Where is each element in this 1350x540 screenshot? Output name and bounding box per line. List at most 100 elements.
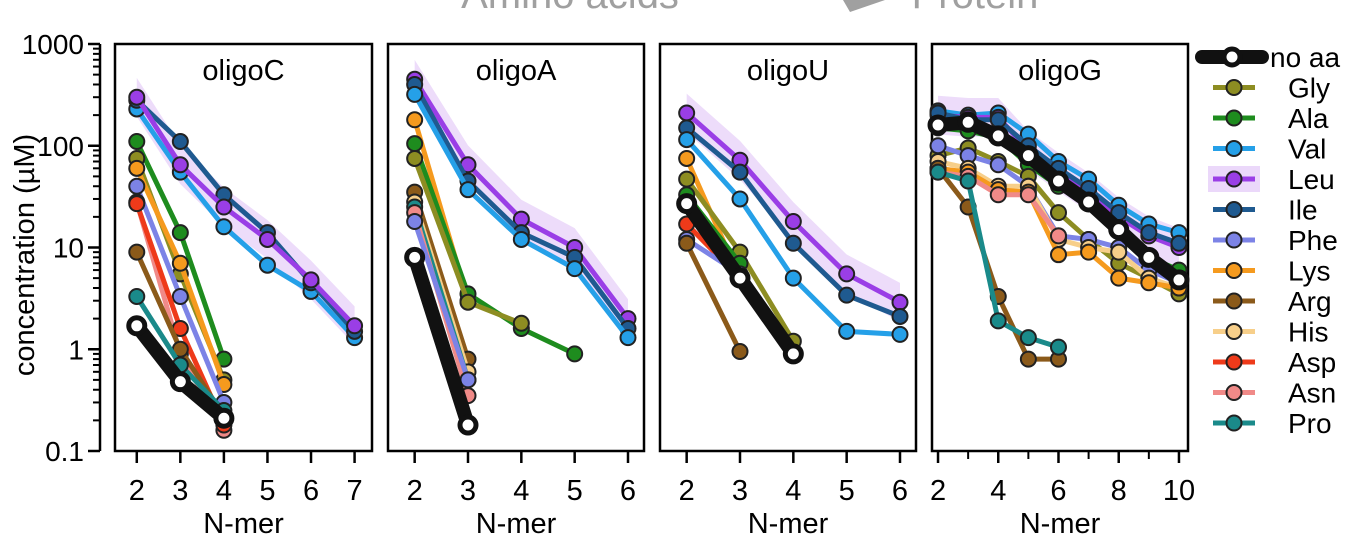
y-axis-label: concentration (µM) bbox=[9, 134, 41, 376]
panel-oligoG: oligoG 2 4 6 8 10 N-mer bbox=[927, 42, 1195, 540]
data-point bbox=[1019, 329, 1037, 347]
data-point bbox=[1140, 274, 1158, 292]
data-point bbox=[1168, 269, 1190, 291]
data-point bbox=[782, 343, 804, 365]
data-point bbox=[891, 293, 909, 311]
legend-item-arg: Arg bbox=[1213, 286, 1332, 317]
data-point bbox=[171, 224, 189, 242]
data-point bbox=[784, 213, 802, 231]
series-pro bbox=[929, 163, 1067, 356]
legend-item-lys: Lys bbox=[1213, 256, 1331, 287]
x-tick-label: 8 bbox=[1111, 475, 1127, 507]
data-point bbox=[1140, 224, 1158, 242]
panel-frame bbox=[113, 42, 374, 453]
series-val bbox=[406, 85, 637, 347]
data-point bbox=[959, 172, 977, 190]
data-point bbox=[731, 343, 749, 361]
legend-marker bbox=[1225, 414, 1243, 432]
x-tick-label: 4 bbox=[990, 475, 1006, 507]
data-point bbox=[838, 322, 856, 340]
legend-marker bbox=[1225, 79, 1243, 96]
legend-marker bbox=[1225, 384, 1243, 401]
data-point bbox=[169, 371, 191, 393]
legend-marker bbox=[1225, 292, 1243, 310]
series-line bbox=[407, 250, 475, 433]
data-point bbox=[989, 111, 1007, 129]
legend-label: Ala bbox=[1288, 103, 1329, 134]
legend: no aaGlyAlaValLeuIlePheLysArgHisAspAsnPr… bbox=[1195, 42, 1340, 439]
x-tick-label: 7 bbox=[347, 475, 363, 507]
legend-label: His bbox=[1288, 317, 1328, 348]
data-point bbox=[215, 218, 233, 236]
data-point bbox=[171, 287, 189, 305]
data-point bbox=[457, 414, 479, 436]
series-no-aa bbox=[676, 193, 804, 365]
legend-label: Ile bbox=[1288, 195, 1318, 226]
x-tick-label: 5 bbox=[567, 475, 583, 507]
data-point bbox=[1049, 246, 1067, 264]
legend-label: Gly bbox=[1288, 73, 1330, 104]
legend-label: Asn bbox=[1288, 378, 1336, 409]
y-tick-label: 1 bbox=[68, 334, 84, 365]
x-tick-label: 10 bbox=[1163, 475, 1195, 507]
legend-item-leu: Leu bbox=[1208, 164, 1335, 195]
legend-item-val: Val bbox=[1213, 134, 1326, 165]
series-no-aa bbox=[126, 315, 235, 429]
x-tick-label: 3 bbox=[172, 475, 188, 507]
data-point bbox=[731, 163, 749, 181]
legend-label: no aa bbox=[1270, 42, 1340, 73]
series-line bbox=[412, 189, 471, 362]
panel-title: oligoA bbox=[476, 55, 557, 87]
x-tick-label: 4 bbox=[785, 475, 801, 507]
data-point bbox=[678, 131, 696, 149]
data-point bbox=[1110, 243, 1128, 261]
data-point bbox=[566, 260, 584, 278]
legend-label: Arg bbox=[1288, 286, 1332, 317]
data-point bbox=[838, 286, 856, 304]
data-point bbox=[1049, 227, 1067, 245]
data-point bbox=[891, 307, 909, 325]
data-point bbox=[929, 163, 947, 181]
data-point bbox=[1049, 204, 1067, 222]
header-amino-acids-text: Amino acids bbox=[461, 0, 679, 17]
data-point bbox=[213, 407, 235, 429]
data-point bbox=[676, 193, 698, 215]
y-tick-label: 100 bbox=[37, 131, 84, 162]
panel-frame bbox=[386, 42, 646, 453]
legend-label: Val bbox=[1288, 134, 1326, 165]
data-point bbox=[989, 312, 1007, 330]
leu-error-band bbox=[686, 93, 900, 322]
legend-item-his: His bbox=[1213, 317, 1328, 348]
panel-frame bbox=[658, 42, 918, 453]
data-point bbox=[126, 315, 148, 337]
data-point bbox=[784, 269, 802, 287]
legend-item-no-aa: no aa bbox=[1195, 42, 1340, 73]
y-tick-label: 10 bbox=[53, 233, 84, 264]
data-point bbox=[989, 156, 1007, 174]
header-arrow-icon bbox=[843, 0, 885, 12]
series-no-aa bbox=[404, 246, 479, 436]
legend-marker bbox=[1225, 323, 1243, 340]
data-point bbox=[678, 234, 696, 252]
legend-label: Lys bbox=[1288, 256, 1331, 287]
series-leu bbox=[678, 104, 909, 311]
series-phe bbox=[406, 213, 477, 389]
series-lys bbox=[128, 159, 233, 394]
legend-marker bbox=[1225, 262, 1243, 279]
legend-item-phe: Phe bbox=[1213, 225, 1338, 256]
data-point bbox=[302, 271, 320, 289]
x-tick-label: 6 bbox=[303, 475, 319, 507]
data-point bbox=[128, 195, 146, 213]
x-tick-label: 6 bbox=[1050, 475, 1066, 507]
panel-frame bbox=[930, 42, 1190, 453]
x-tick-label: 2 bbox=[407, 475, 423, 507]
legend-label: Asp bbox=[1288, 347, 1336, 378]
partial-header: Amino acids Protein bbox=[461, 0, 1038, 17]
x-tick-label: 6 bbox=[892, 475, 908, 507]
y-tick-label: 1000 bbox=[22, 29, 84, 60]
data-point bbox=[1019, 350, 1037, 368]
data-point bbox=[406, 111, 424, 129]
legend-marker bbox=[1225, 109, 1243, 127]
data-point bbox=[215, 198, 233, 216]
